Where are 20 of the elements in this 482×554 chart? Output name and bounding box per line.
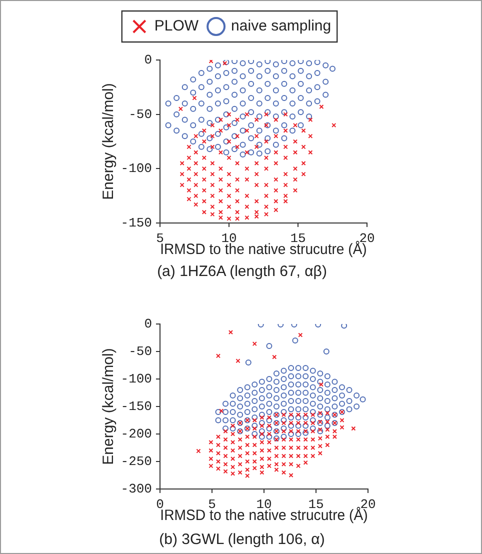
text: (b) 3GWL (length 106, α) [159, 531, 325, 548]
y-tick-label: -250 [120, 454, 152, 469]
x-tick-label: 15 [308, 497, 324, 512]
y-tick-label: -200 [120, 426, 152, 442]
legend-label: naive sampling [231, 18, 332, 35]
x-tick-label: 5 [156, 231, 164, 246]
y-axis-title: Energy (kcal/mol) [100, 83, 118, 200]
text: (a) 1HZ6A (length 67, αβ) [157, 263, 327, 280]
y-tick-label: -50 [128, 106, 152, 122]
y-tick-label: -150 [120, 398, 152, 414]
y-tick-label: -50 [128, 344, 152, 359]
y-tick-label: -300 [120, 481, 152, 496]
y-tick-label: 0 [144, 316, 152, 332]
x-tick-label: 0 [156, 497, 164, 512]
y-tick-label: 0 [144, 52, 152, 68]
y-axis-title: Energy (kcal/mol) [100, 348, 118, 465]
y-tick-label: -100 [120, 371, 152, 386]
y-tick-label: -100 [120, 161, 152, 176]
legend-label: PLOW [154, 18, 200, 35]
y-tick-label: -150 [120, 215, 152, 230]
